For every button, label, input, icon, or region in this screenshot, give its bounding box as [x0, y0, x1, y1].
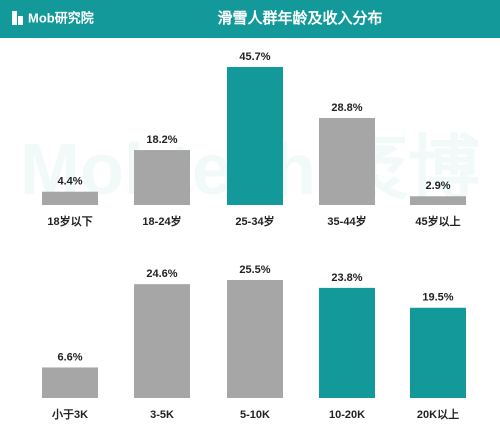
value-label: 6.6%: [57, 351, 82, 363]
x-tick-label: 25-34岁: [235, 214, 274, 228]
value-label: 45.7%: [239, 51, 270, 63]
bar: [42, 191, 98, 205]
bar: [319, 118, 375, 205]
x-tick-label: 5-10K: [240, 409, 270, 421]
bar: [227, 280, 283, 398]
header-bar: [0, 0, 500, 38]
x-tick-label: 10-20K: [329, 409, 365, 421]
value-label: 28.8%: [331, 102, 362, 114]
bar: [319, 287, 375, 398]
x-tick-label: 18岁以下: [47, 214, 92, 228]
value-label: 25.5%: [239, 264, 270, 276]
value-label: 24.6%: [146, 268, 177, 280]
value-label: 2.9%: [425, 180, 450, 192]
bar: [410, 196, 466, 205]
x-tick-label: 18-24岁: [142, 214, 181, 228]
x-tick-label: 35-44岁: [327, 214, 366, 228]
value-label: 4.4%: [57, 176, 82, 188]
bar: [42, 367, 98, 398]
x-tick-label: 45岁以上: [415, 214, 460, 228]
value-label: 19.5%: [422, 292, 453, 304]
x-tick-label: 小于3K: [51, 407, 88, 421]
title: 滑雪人群年龄及收入分布: [217, 9, 382, 27]
value-label: 18.2%: [146, 134, 177, 146]
value-label: 23.8%: [331, 272, 362, 284]
bar: [134, 150, 190, 205]
logo: Mob研究院: [28, 10, 94, 25]
logo-icon: [12, 11, 17, 25]
logo-icon: [18, 16, 23, 25]
x-tick-label: 20K以上: [417, 407, 459, 421]
bar: [410, 307, 466, 398]
x-tick-label: 3-5K: [150, 409, 174, 421]
bar: [134, 284, 190, 398]
bar: [227, 67, 283, 205]
